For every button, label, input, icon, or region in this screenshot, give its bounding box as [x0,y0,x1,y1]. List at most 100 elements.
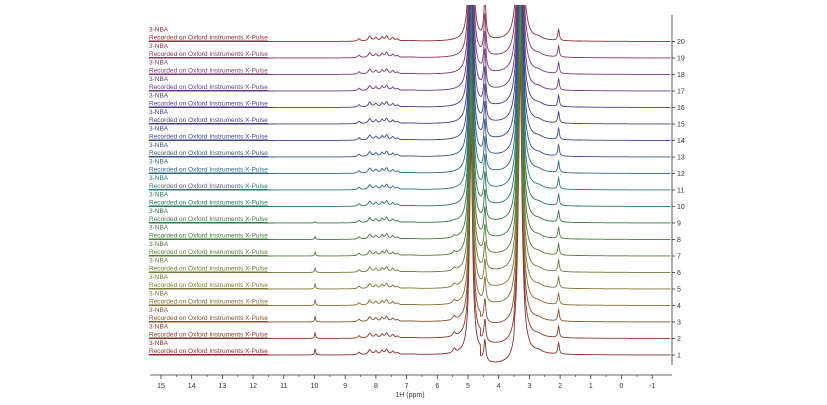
trace-title: 3-NBA [149,324,169,331]
trace-title: 3-NBA [149,291,169,298]
trace-title: 3-NBA [149,274,169,281]
x-tick-label: 11 [280,383,287,390]
x-tick-label: 1 [589,383,593,390]
trace-subtitle: Recorded on Oxford Instruments X-Pulse [149,183,268,190]
spectrum-trace-5 [148,8,671,290]
x-tick-label: 2 [558,383,562,390]
trace-number-label: 20 [677,39,685,46]
trace-subtitle: Recorded on Oxford Instruments X-Pulse [149,266,268,273]
trace-title: 3-NBA [149,307,169,314]
trace-number-label: 17 [677,89,685,96]
trace-title: 3-NBA [149,192,169,199]
trace-subtitle: Recorded on Oxford Instruments X-Pulse [149,117,268,124]
trace-title: 3-NBA [149,109,169,116]
trace-number-label: 8 [677,237,681,244]
trace-subtitle: Recorded on Oxford Instruments X-Pulse [149,282,268,289]
spectrum-trace-3 [148,41,671,324]
trace-number-label: 16 [677,105,685,112]
trace-title: 3-NBA [149,340,169,347]
trace-number-label: 18 [677,72,685,79]
spectrum-trace-19 [148,5,671,59]
trace-number-label: 10 [677,204,685,211]
spectrum-trace-6 [148,5,671,273]
spectrum-trace-16 [148,5,671,108]
trace-subtitle: Recorded on Oxford Instruments X-Pulse [149,35,268,42]
trace-subtitle: Recorded on Oxford Instruments X-Pulse [149,150,268,157]
trace-number-label: 12 [677,171,685,178]
trace-number-label: 1 [677,353,681,360]
trace-number-label: 3 [677,320,681,327]
trace-title: 3-NBA [149,60,169,67]
trace-subtitle: Recorded on Oxford Instruments X-Pulse [149,299,268,306]
trace-subtitle: Recorded on Oxford Instruments X-Pulse [149,134,268,141]
trace-subtitle: Recorded on Oxford Instruments X-Pulse [149,101,268,108]
trace-subtitle: Recorded on Oxford Instruments X-Pulse [149,200,268,207]
x-tick-label: 9 [343,383,347,390]
spectrum-trace-2 [148,57,671,343]
spectrum-trace-10 [148,5,671,207]
trace-title: 3-NBA [149,175,169,182]
trace-number-label: 4 [677,303,681,310]
trace-title: 3-NBA [149,241,169,248]
trace-title: 3-NBA [149,159,169,166]
trace-number-label: 2 [677,336,681,343]
trace-number-label: 19 [677,56,685,63]
trace-subtitle: Recorded on Oxford Instruments X-Pulse [149,332,268,339]
spectrum-trace-4 [148,24,671,306]
spectrum-trace-8 [148,5,671,240]
spectrum-trace-13 [148,5,671,158]
spectrum-trace-15 [148,5,671,125]
trace-subtitle: Recorded on Oxford Instruments X-Pulse [149,167,268,174]
trace-title: 3-NBA [149,208,169,215]
trace-subtitle: Recorded on Oxford Instruments X-Pulse [149,68,268,75]
x-tick-label: -1 [649,383,655,390]
trace-title: 3-NBA [149,93,169,100]
spectrum-trace-20 [148,5,671,42]
x-tick-label: 6 [435,383,439,390]
spectrum-trace-11 [148,5,671,191]
trace-title: 3-NBA [149,258,169,265]
spectrum-trace-12 [148,5,671,174]
x-tick-label: 5 [466,383,470,390]
x-tick-label: 8 [374,383,378,390]
trace-number-label: 15 [677,122,685,129]
trace-subtitle: Recorded on Oxford Instruments X-Pulse [149,249,268,256]
x-tick-label: 7 [405,383,409,390]
trace-title: 3-NBA [149,225,169,232]
spectrum-trace-18 [148,5,671,75]
spectrum-trace-7 [148,5,671,257]
x-tick-label: 14 [188,383,196,390]
trace-subtitle: Recorded on Oxford Instruments X-Pulse [149,84,268,91]
trace-number-label: 6 [677,270,681,277]
x-tick-label: 3 [527,383,531,390]
x-tick-label: 13 [219,383,227,390]
trace-title: 3-NBA [149,76,169,83]
trace-subtitle: Recorded on Oxford Instruments X-Pulse [149,348,268,355]
trace-subtitle: Recorded on Oxford Instruments X-Pulse [149,315,268,322]
x-tick-label: 15 [157,383,165,390]
trace-number-label: 9 [677,221,681,228]
spectrum-trace-17 [148,5,671,92]
trace-title: 3-NBA [149,43,169,50]
trace-number-label: 11 [677,188,684,195]
trace-number-label: 5 [677,287,681,294]
x-tick-label: 0 [620,383,624,390]
trace-subtitle: Recorded on Oxford Instruments X-Pulse [149,216,268,223]
x-tick-label: 12 [249,383,257,390]
x-tick-label: 10 [311,383,319,390]
spectrum-trace-1 [148,74,671,363]
trace-subtitle: Recorded on Oxford Instruments X-Pulse [149,233,268,240]
x-tick-label: 4 [497,383,501,390]
trace-title: 3-NBA [149,126,169,133]
x-axis-label: 1H (ppm) [395,392,424,399]
trace-title: 3-NBA [149,27,169,34]
trace-title: 3-NBA [149,142,169,149]
spectrum-trace-9 [148,5,671,224]
trace-subtitle: Recorded on Oxford Instruments X-Pulse [149,51,268,58]
trace-number-label: 14 [677,138,685,145]
trace-number-label: 13 [677,155,685,162]
trace-number-label: 7 [677,254,681,261]
spectrum-trace-14 [148,5,671,141]
